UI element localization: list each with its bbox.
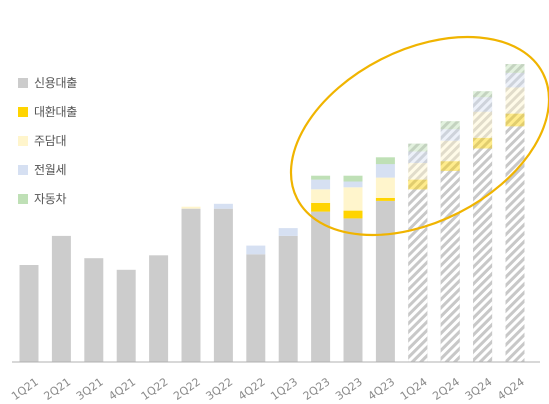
- forecast-hatch: [505, 126, 525, 362]
- forecast-hatch: [505, 87, 525, 114]
- forecast-hatch: [440, 161, 460, 171]
- x-tick-label: 2Q24: [430, 375, 462, 403]
- bar-segment: [311, 179, 331, 190]
- bar-segment: [311, 189, 331, 203]
- bar-segment: [375, 198, 395, 201]
- legend-label: 자동차: [34, 192, 67, 206]
- bar-segment: [181, 206, 201, 209]
- legend-item: 주담대: [18, 126, 77, 155]
- legend-item: 자동차: [18, 184, 77, 213]
- legend-item: 신용대출: [18, 68, 77, 97]
- highlight-ellipse: [289, 35, 549, 237]
- legend: 신용대출 대환대출 주담대 전월세 자동차: [18, 68, 77, 213]
- legend-label: 대환대출: [34, 105, 77, 119]
- forecast-hatch: [473, 91, 493, 98]
- bar-segment: [343, 210, 363, 219]
- bar-segment: [181, 208, 201, 362]
- bar-segment: [278, 228, 298, 236]
- x-tick-label: 1Q23: [268, 375, 300, 403]
- bar-segment: [375, 164, 395, 178]
- bar-segment: [375, 177, 395, 198]
- x-tick-label: 1Q21: [9, 375, 41, 403]
- bar-segment: [51, 235, 71, 362]
- bar-segment: [311, 175, 331, 180]
- forecast-hatch: [408, 189, 428, 362]
- legend-label: 주담대: [34, 134, 67, 148]
- forecast-hatch: [473, 148, 493, 362]
- bar-segment: [246, 245, 266, 255]
- bar-segment: [19, 265, 39, 362]
- x-tick-label: 4Q24: [495, 375, 527, 403]
- legend-label: 전월세: [34, 163, 67, 177]
- bar-segment: [311, 211, 331, 362]
- bar-segment: [343, 181, 363, 188]
- bars: [19, 64, 525, 362]
- forecast-hatch: [408, 179, 428, 190]
- bar-segment: [213, 203, 233, 209]
- x-tick-label: 4Q23: [366, 375, 398, 403]
- legend-item: 전월세: [18, 155, 77, 184]
- bar-segment: [343, 187, 363, 211]
- legend-swatch: [18, 193, 28, 204]
- bar-segment: [116, 269, 136, 362]
- bar-segment: [278, 235, 298, 362]
- legend-label: 신용대출: [34, 76, 77, 90]
- legend-swatch: [18, 106, 28, 117]
- x-tick-label: 2Q21: [42, 375, 74, 403]
- x-tick-label: 2Q22: [171, 375, 203, 403]
- forecast-hatch: [440, 121, 460, 130]
- x-tick-label: 3Q23: [333, 375, 365, 403]
- x-tick-label: 1Q22: [139, 375, 171, 403]
- forecast-hatch: [473, 137, 493, 149]
- bar-segment: [343, 175, 363, 182]
- x-tick-labels: 1Q21 2Q21 3Q21 4Q21 1Q22 2Q22 3Q22 4Q22 1Q23 2Q23…: [9, 375, 527, 403]
- forecast-hatch: [505, 72, 525, 88]
- x-tick-label: 2Q23: [301, 375, 333, 403]
- forecast-hatch: [440, 129, 460, 141]
- bar-segment: [375, 157, 395, 165]
- forecast-hatch: [440, 170, 460, 362]
- legend-item: 대환대출: [18, 97, 77, 126]
- bar-segment: [343, 218, 363, 362]
- forecast-hatch: [473, 111, 493, 138]
- x-tick-label: 3Q22: [204, 375, 236, 403]
- legend-swatch: [18, 164, 28, 175]
- bar-segment: [375, 200, 395, 362]
- x-tick-label: 1Q24: [398, 375, 430, 403]
- forecast-hatch: [473, 97, 493, 112]
- bar-segment: [213, 208, 233, 362]
- x-tick-label: 4Q22: [236, 375, 268, 403]
- bar-segment: [246, 254, 266, 362]
- forecast-hatch: [505, 113, 525, 127]
- x-tick-label: 3Q24: [463, 375, 495, 403]
- bar-segment: [149, 255, 169, 362]
- forecast-hatch: [440, 140, 460, 162]
- legend-swatch: [18, 135, 28, 146]
- bar-segment: [84, 258, 104, 362]
- forecast-hatch: [505, 64, 525, 73]
- forecast-hatch: [408, 163, 428, 180]
- bar-segment: [311, 202, 331, 212]
- x-tick-label: 4Q21: [106, 375, 138, 403]
- legend-swatch: [18, 77, 28, 88]
- x-tick-label: 3Q21: [74, 375, 106, 403]
- forecast-hatch: [408, 151, 428, 163]
- forecast-hatch: [408, 143, 428, 152]
